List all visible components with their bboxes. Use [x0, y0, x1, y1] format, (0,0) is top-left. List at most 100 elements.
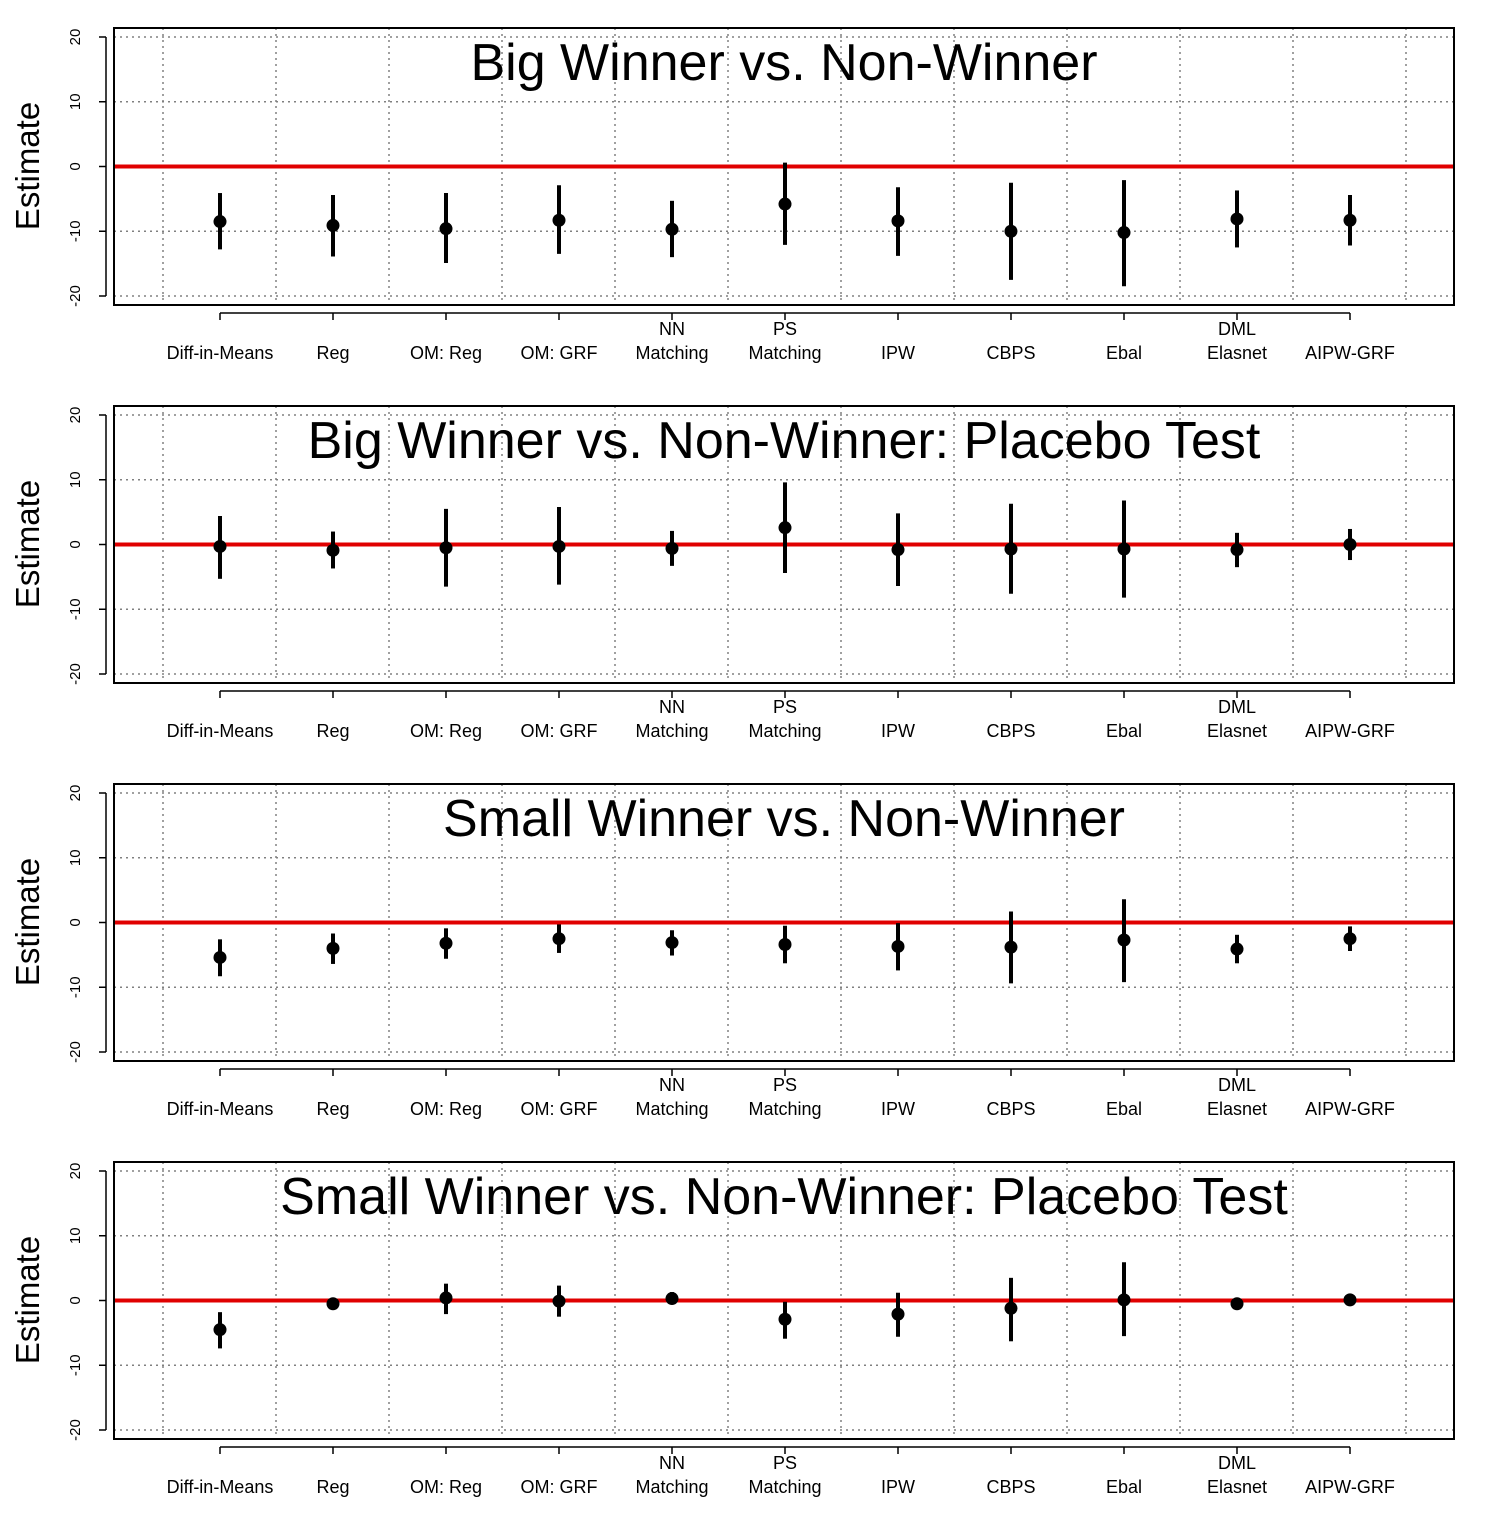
point-estimate: [326, 1297, 340, 1311]
x-tick-label: PS: [773, 1075, 797, 1095]
y-tick-label: -10: [67, 598, 84, 620]
y-tick-label: -20: [67, 1419, 84, 1441]
x-tick-label: CBPS: [986, 721, 1035, 741]
plot-frame: [113, 27, 1455, 306]
x-tick-label: Reg: [316, 343, 349, 363]
y-tick-label: 20: [67, 785, 84, 802]
point-estimate: [439, 1291, 453, 1305]
point-estimate: [213, 215, 227, 229]
x-tick-label: Diff-in-Means: [167, 721, 274, 741]
y-tick-label: -10: [67, 1354, 84, 1376]
x-tick-label: DML: [1218, 697, 1256, 717]
x-tick-label: NN: [659, 1075, 685, 1095]
chart-title: Big Winner vs. Non-Winner: [470, 34, 1097, 92]
point-estimate: [552, 1294, 566, 1308]
panel-2: -20 -10 0 10 20 Estimate Diff-in-Means Reg OM: R…: [9, 405, 1455, 741]
plot-frame: [113, 783, 1455, 1062]
x-tick-label: Ebal: [1106, 1099, 1142, 1119]
point-estimate: [778, 197, 792, 211]
point-estimate: [326, 941, 340, 955]
chart-title: Small Winner vs. Non-Winner: Placebo Tes…: [280, 1168, 1288, 1226]
x-tick-label: IPW: [881, 1099, 915, 1119]
x-tick-label: AIPW-GRF: [1305, 1099, 1395, 1119]
x-tick-label: OM: Reg: [410, 1477, 482, 1497]
point-estimate: [1230, 212, 1244, 226]
x-tick-label: PS: [773, 1453, 797, 1473]
point-estimate: [665, 1292, 679, 1306]
x-tick-label: Ebal: [1106, 1477, 1142, 1497]
point-estimate: [1343, 932, 1357, 946]
point-estimate: [1230, 942, 1244, 956]
y-tick-label: -20: [67, 285, 84, 307]
panel-4: -20 -10 0 10 20 Estimate Diff-in-Means Reg OM: R…: [9, 1161, 1455, 1497]
point-estimate: [1004, 1301, 1018, 1315]
x-tick-label: NN: [659, 319, 685, 339]
x-tick-label: Elasnet: [1207, 343, 1267, 363]
point-estimate: [213, 950, 227, 964]
point-estimate: [552, 932, 566, 946]
point-estimate: [1117, 1293, 1131, 1307]
point-estimate: [891, 214, 905, 228]
y-axis-title: Estimate: [9, 1236, 46, 1364]
y-tick-label: 10: [67, 471, 84, 488]
x-tick-label: Diff-in-Means: [167, 1099, 274, 1119]
y-tick-label: -20: [67, 1041, 84, 1063]
point-estimate: [1343, 213, 1357, 227]
plot-frame: [113, 405, 1455, 684]
point-estimate: [891, 1307, 905, 1321]
y-axis-title: Estimate: [9, 102, 46, 230]
y-tick-label: 20: [67, 29, 84, 46]
y-tick-label: 10: [67, 93, 84, 110]
point-estimate: [326, 543, 340, 557]
x-tick-label: IPW: [881, 1477, 915, 1497]
x-tick-label: DML: [1218, 1453, 1256, 1473]
y-tick-label: 10: [67, 849, 84, 866]
x-tick-label: Reg: [316, 1477, 349, 1497]
y-tick-label: 20: [67, 407, 84, 424]
x-tick-label: Reg: [316, 721, 349, 741]
x-tick-label: AIPW-GRF: [1305, 1477, 1395, 1497]
y-tick-label: 0: [67, 540, 84, 548]
point-estimate: [213, 539, 227, 553]
panel-3: -20 -10 0 10 20 Estimate Diff-in-Means Reg OM: R…: [9, 783, 1455, 1119]
x-tick-label: CBPS: [986, 343, 1035, 363]
point-estimate: [778, 1312, 792, 1326]
y-axis-title: Estimate: [9, 480, 46, 608]
point-estimate: [439, 541, 453, 555]
point-estimate: [213, 1323, 227, 1337]
x-tick-label: AIPW-GRF: [1305, 343, 1395, 363]
x-tick-label: Ebal: [1106, 721, 1142, 741]
point-estimate: [1117, 542, 1131, 556]
x-tick-label: CBPS: [986, 1099, 1035, 1119]
x-tick-label: OM: Reg: [410, 343, 482, 363]
point-estimate: [891, 543, 905, 557]
x-tick-label: IPW: [881, 343, 915, 363]
point-estimate: [439, 936, 453, 950]
chart-title: Big Winner vs. Non-Winner: Placebo Test: [308, 412, 1261, 470]
panel-1: -20 -10 0 10 20 Estimate Diff-in-Means Reg OM: R…: [9, 27, 1455, 363]
x-tick-label: PS: [773, 697, 797, 717]
x-tick-label: Matching: [635, 721, 708, 741]
x-tick-label: OM: Reg: [410, 1099, 482, 1119]
point-estimate: [1004, 542, 1018, 556]
point-estimate: [1004, 224, 1018, 238]
x-tick-label: DML: [1218, 1075, 1256, 1095]
point-estimate: [552, 539, 566, 553]
x-tick-label: Elasnet: [1207, 1099, 1267, 1119]
x-tick-label: Reg: [316, 1099, 349, 1119]
y-tick-label: 20: [67, 1163, 84, 1180]
y-tick-label: 0: [67, 162, 84, 170]
point-estimate: [1117, 933, 1131, 947]
x-tick-label: Matching: [748, 1099, 821, 1119]
point-estimate: [665, 541, 679, 555]
y-tick-label: -20: [67, 663, 84, 685]
point-estimate: [778, 521, 792, 535]
point-estimate: [665, 222, 679, 236]
point-estimate: [1343, 1293, 1357, 1307]
plot-frame: [113, 1161, 1455, 1440]
point-estimate: [439, 222, 453, 236]
chart-title: Small Winner vs. Non-Winner: [443, 790, 1125, 848]
x-tick-label: CBPS: [986, 1477, 1035, 1497]
point-estimate: [1230, 543, 1244, 557]
